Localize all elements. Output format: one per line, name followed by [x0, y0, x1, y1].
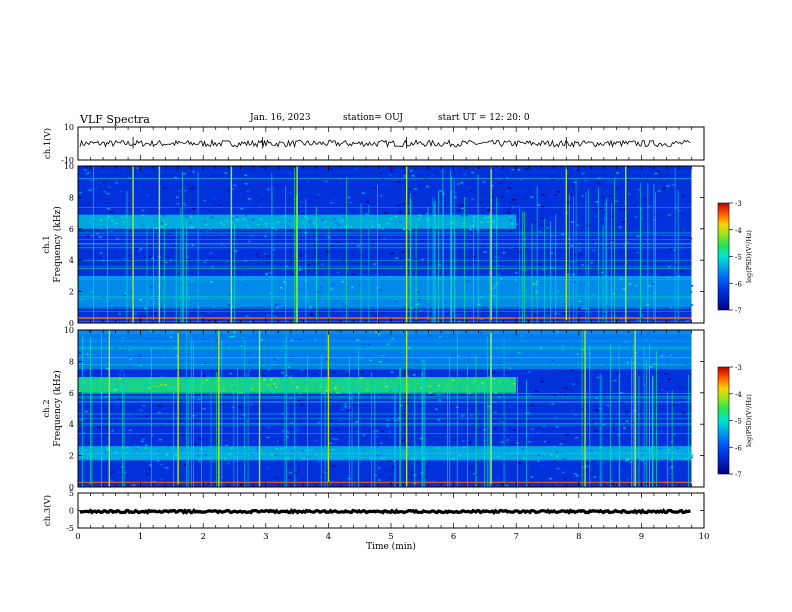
ch3-waveform-xtick-4: 4	[326, 532, 331, 542]
ch1-spectrogram-ytick-0: 0	[69, 319, 74, 328]
start-time-label: start UT = 12: 20: 0	[438, 113, 530, 123]
ch2-spectrogram-band-2	[78, 330, 692, 370]
ch1-waveform-axes: 10 -10 ch.1(V)	[42, 123, 705, 165]
ch2-colorbar-tick-0: -3	[735, 364, 742, 372]
ch1-colorbar: -3 -4 -5 -6 -7 log(PSD)(V²/Hz)	[717, 200, 753, 315]
ch3-waveform-trace	[79, 508, 691, 515]
ch3-waveform-xtick-0: 0	[75, 532, 80, 542]
ch3-waveform-xtick-1: 1	[138, 532, 143, 542]
ch1-colorbar-scale	[717, 202, 730, 311]
ch1-colorbar-label: log(PSD)(V²/Hz)	[745, 230, 753, 283]
ch2-spectrogram	[78, 330, 704, 487]
ch2-spectrogram-ytick-5: 10	[64, 326, 74, 335]
ch3-waveform-xtick-6: 6	[451, 532, 456, 542]
ch2-colorbar-scale	[717, 366, 730, 475]
ch2-spectrogram-axes: 0 2 4 6 8 10 ch.2 Frequency (kHz)	[42, 326, 705, 492]
ch3-waveform-xtick-5: 5	[388, 532, 393, 542]
ch3-waveform-ytick-2: -5	[66, 524, 74, 533]
ch2-colorbar: -3 -4 -5 -6 -7 log(PSD)(V²/Hz)	[717, 364, 753, 479]
ch1-colorbar-tick-3: -6	[735, 280, 742, 288]
ch1-colorbar-tick-1: -4	[735, 227, 742, 235]
ch1-spectrogram-nodata	[691, 166, 704, 323]
ch3-waveform-xtick-3: 3	[263, 532, 268, 542]
ch2-colorbar-tick-2: -5	[735, 418, 742, 426]
ch1-spectrogram-ytick-4: 8	[69, 193, 74, 202]
ch2-spectrogram-nodata	[691, 330, 704, 487]
ch1-colorbar-tick-4: -7	[735, 307, 742, 315]
ch1-spectrogram-ylabel: Frequency (kHz)	[52, 206, 63, 283]
ch3-waveform	[79, 508, 691, 515]
ch3-waveform-xtick-10: 10	[699, 532, 710, 542]
ch2-spectrogram-ytick-2: 4	[69, 420, 74, 429]
ch1-spectrogram-axes: 0 2 4 6 8 10 ch.1 Frequency (kHz)	[42, 162, 705, 328]
ch2-spectrogram-ytick-0: 0	[69, 483, 74, 492]
station-label: station= OUJ	[343, 113, 404, 123]
ch1-spectrogram	[78, 166, 704, 325]
ch3-waveform-xtick-2: 2	[200, 532, 205, 542]
ch2-spectrogram-ylabel: Frequency (kHz)	[52, 370, 63, 447]
ch1-colorbar-tick-0: -3	[735, 200, 742, 208]
ch1-spectrogram-ytick-1: 2	[69, 288, 74, 297]
ch1-waveform-trace	[79, 138, 691, 149]
ch2-spectrogram-ytick-1: 2	[69, 452, 74, 461]
ch3-waveform-xtick-7: 7	[513, 532, 518, 542]
ch1-spectrogram-ylabel-channel: ch.1	[42, 235, 52, 253]
ch2-spectrogram-band-0	[78, 377, 517, 393]
ch2-colorbar-tick-1: -4	[735, 391, 742, 399]
ch2-spectrogram-ytick-3: 6	[69, 389, 74, 398]
ch1-colorbar-tick-2: -5	[735, 254, 742, 262]
ch3-waveform-ytick-1: 0	[69, 507, 74, 516]
ch1-spectrogram-ytick-3: 6	[69, 225, 74, 234]
ch2-colorbar-tick-4: -7	[735, 471, 742, 479]
ch2-spectrogram-ylabel-channel: ch.2	[42, 399, 52, 417]
ch2-colorbar-label: log(PSD)(V²/Hz)	[745, 394, 753, 447]
ch1-waveform	[79, 136, 691, 149]
ch2-spectrogram-ytick-4: 8	[69, 357, 74, 366]
date-label: Jan. 16, 2023	[250, 113, 311, 123]
ch2-colorbar-tick-3: -6	[735, 444, 742, 452]
ch1-spectrogram-ytick-2: 4	[69, 256, 74, 265]
ch1-waveform-ylabel: ch.1(V)	[42, 128, 53, 159]
ch1-waveform-ytick-1: -10	[61, 156, 74, 165]
ch3-waveform-ytick-0: 5	[69, 489, 74, 498]
ch3-waveform-ylabel: ch.3(V)	[42, 495, 53, 526]
ch1-spectrogram-band-1	[78, 275, 692, 308]
ch3-waveform-xtick-9: 9	[639, 532, 644, 542]
figure-title: VLF Spectra	[80, 113, 150, 126]
ch3-waveform-xlabel: Time (min)	[366, 541, 416, 552]
ch1-waveform-ytick-0: 10	[64, 123, 74, 132]
ch3-waveform-xtick-8: 8	[576, 532, 581, 542]
ch1-spectrogram-ytick-5: 10	[64, 162, 74, 171]
